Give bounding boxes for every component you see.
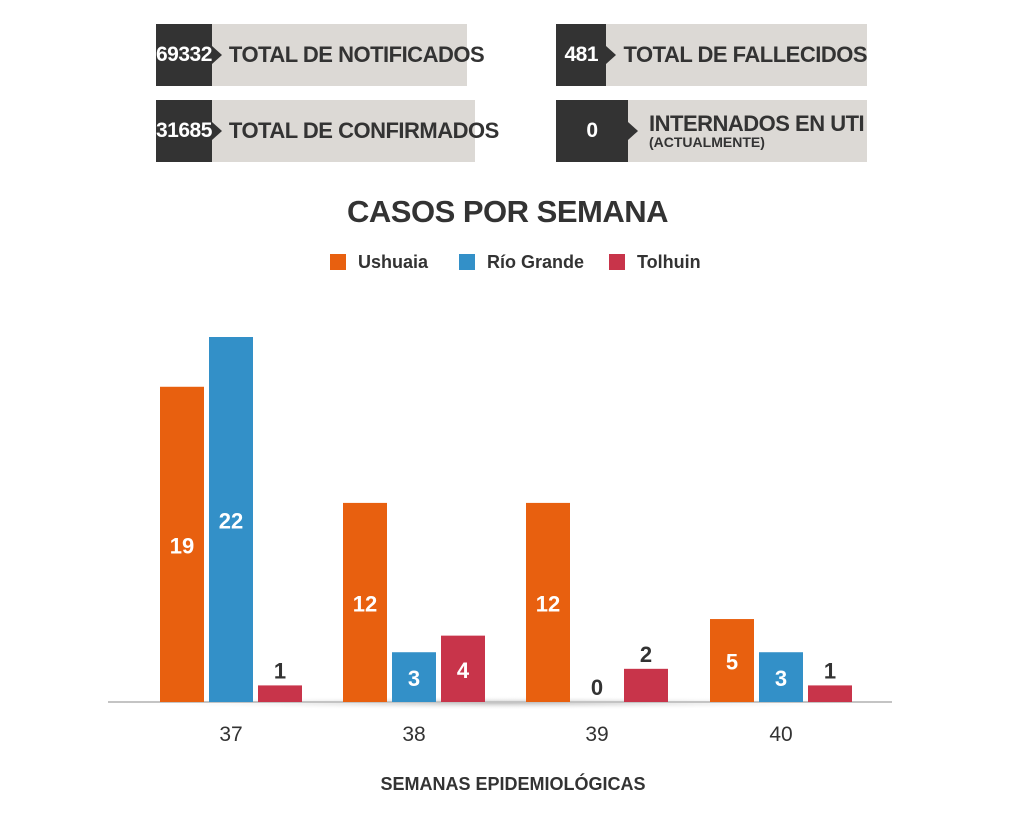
legend-item-rio-grande: Río Grande [459, 250, 584, 274]
bars-group: 19 22 1 37 12 3 4 38 12 0 2 39 5 3 1 40 [160, 337, 852, 746]
data-label: 5 [726, 650, 738, 675]
bar-ushuaia-38 [343, 502, 387, 702]
x-tick-label: 37 [219, 723, 242, 746]
data-label: 3 [408, 666, 420, 691]
data-label: 1 [824, 658, 836, 683]
stat-label: TOTAL DE FALLECIDOS [623, 42, 867, 68]
stat-value: 0 [556, 100, 638, 162]
x-tick-label: 39 [585, 723, 608, 746]
legend-item-ushuaia: Ushuaia [330, 250, 428, 274]
bar-r-o-grande-37 [209, 337, 253, 702]
stat-total-fallecidos: 481 TOTAL DE FALLECIDOS [556, 24, 867, 86]
stat-total-confirmados: 31685 TOTAL DE CONFIRMADOS [156, 100, 499, 162]
stat-label-main: INTERNADOS EN UTI [649, 111, 865, 137]
data-label: 4 [457, 658, 470, 683]
data-label: 22 [219, 509, 243, 534]
stat-value: 481 [556, 24, 618, 86]
legend-label: Ushuaia [358, 251, 429, 272]
bar-r-o-grande-38 [392, 652, 436, 702]
legend-swatch [459, 254, 475, 270]
bar-ushuaia-37 [160, 386, 204, 702]
legend-item-tolhuin: Tolhuin [609, 250, 701, 274]
x-tick-label: 38 [402, 723, 425, 746]
bar-ushuaia-39 [526, 502, 570, 702]
data-label: 12 [536, 591, 560, 616]
stat-total-notificados: 69332 TOTAL DE NOTIFICADOS [156, 24, 485, 86]
stat-sublabel: (ACTUALMENTE) [649, 134, 765, 151]
bar-tolhuin-38 [441, 635, 485, 702]
bar-tolhuin-39 [624, 668, 668, 702]
legend-label: Río Grande [487, 251, 585, 272]
bar-tolhuin-37 [258, 685, 302, 702]
chart-title: CASOS POR SEMANA [347, 194, 668, 229]
stat-value: 31685 [156, 100, 222, 162]
data-label: 2 [640, 642, 652, 667]
stat-label: TOTAL DE NOTIFICADOS [228, 42, 485, 68]
data-label: 3 [775, 666, 787, 691]
bar-ushuaia-40 [710, 619, 754, 702]
legend-swatch [330, 254, 346, 270]
bar-tolhuin-40 [808, 685, 852, 702]
data-label: 19 [170, 533, 194, 558]
bar-r-o-grande-40 [759, 652, 803, 702]
x-axis-label: SEMANAS EPIDEMIOLÓGICAS [380, 773, 645, 794]
legend-label: Tolhuin [637, 251, 701, 272]
data-label: 1 [274, 658, 286, 683]
x-tick-label: 40 [769, 723, 792, 746]
stat-label: TOTAL DE CONFIRMADOS [228, 118, 499, 144]
stat-internados-uti: 0 INTERNADOS EN UTI (ACTUALMENTE) [556, 100, 867, 162]
data-label: 12 [353, 591, 377, 616]
legend-swatch [609, 254, 625, 270]
stat-label: INTERNADOS EN UTI (ACTUALMENTE) [628, 111, 865, 151]
stat-value: 69332 [156, 24, 222, 86]
data-label: 0 [591, 675, 603, 700]
